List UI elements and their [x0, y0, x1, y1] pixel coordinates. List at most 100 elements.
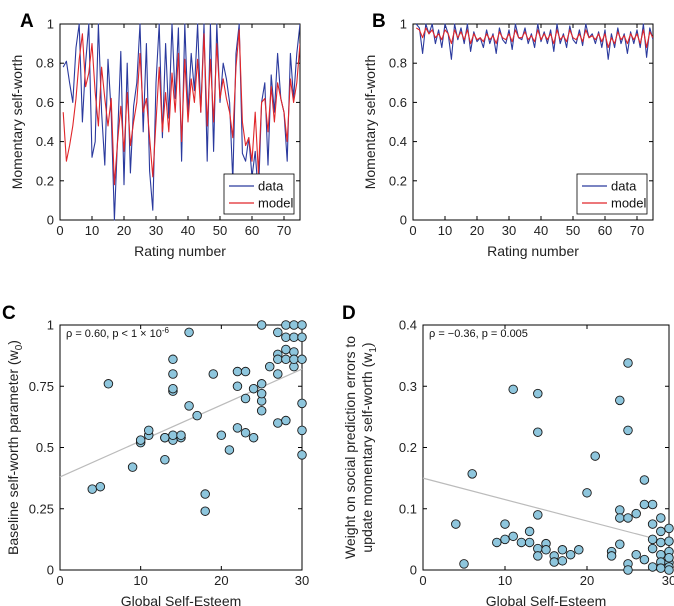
plot-frame	[59, 23, 301, 221]
x-tick-label: 50	[213, 223, 227, 238]
panel-letter: D	[342, 303, 356, 324]
scatter-point	[524, 537, 535, 548]
y-tick-label: 0.25	[29, 501, 54, 516]
scatter-point	[168, 430, 178, 441]
scatter-point	[160, 432, 170, 443]
scatter-point	[492, 537, 502, 548]
scatter-points	[451, 358, 674, 575]
scatter-point	[615, 505, 625, 515]
panel-c: C 0 10 20 30 0 0.25 0.5 0.75 1 Global Self-Esteem B…	[2, 303, 309, 606]
scatter-point	[656, 537, 666, 548]
series-line-model	[415, 27, 653, 49]
y-tick-label: 0.6	[389, 95, 407, 110]
scatter-point	[615, 395, 625, 406]
panel-d: D 0 10 20 30 0 0.1 0.2 0.3 0.4 Global Self-Esteem W…	[342, 303, 674, 606]
scatter-point	[232, 366, 243, 377]
scatter-point	[281, 344, 291, 355]
scatter-point	[297, 332, 307, 343]
scatter-point	[273, 369, 283, 379]
scatter-point	[508, 531, 518, 542]
scatter-point	[631, 549, 641, 560]
scatter-point	[647, 534, 658, 545]
scatter-point	[160, 455, 170, 465]
scatter-point	[647, 519, 658, 529]
y-tick-label: 0.8	[389, 56, 407, 71]
scatter-point	[168, 354, 178, 365]
panel-letter: A	[20, 11, 34, 32]
x-tick-label: 30	[502, 223, 516, 238]
scatter-point	[216, 430, 227, 441]
scatter-point	[281, 320, 291, 330]
scatter-point	[184, 401, 194, 411]
scatter-point	[192, 410, 202, 421]
panel-b: B 0 10 20 30 40 50 60 70 0 0.2 0.4 0.6 0.8 1 Rating num…	[362, 11, 654, 259]
scatter-point	[297, 398, 307, 409]
scatter-point	[273, 418, 283, 428]
scatter-point	[615, 539, 625, 550]
y-tick-label: 0	[47, 213, 54, 228]
legend-box	[576, 173, 648, 215]
scatter-point	[273, 354, 283, 365]
scatter-point	[240, 366, 251, 377]
scatter-point	[248, 383, 259, 394]
scatter-point	[467, 469, 477, 479]
series-line-data	[415, 23, 653, 60]
scatter-point	[623, 358, 633, 368]
scatter-point	[508, 384, 518, 395]
scatter-point	[574, 545, 584, 555]
scatter-point	[224, 445, 235, 455]
y-tick-label: 0.6	[36, 95, 54, 110]
legend-label-model: model	[611, 196, 647, 211]
legend: data model	[576, 173, 648, 215]
legend-label-data: data	[611, 179, 637, 194]
scatter-point	[103, 379, 114, 389]
y-tick-label: 0.3	[399, 379, 417, 394]
x-tick-label: 70	[277, 223, 291, 238]
panel-letter: B	[372, 11, 386, 32]
scatter-point	[127, 462, 138, 472]
scatter-point	[208, 369, 219, 379]
y-tick-label: 1	[47, 17, 54, 32]
scatter-point	[281, 354, 291, 365]
scatter-point	[541, 545, 551, 555]
scatter-point	[639, 499, 650, 510]
scatter-point	[565, 549, 576, 560]
legend-label-model: model	[258, 196, 294, 211]
y-axis-label: Momentary self-worth	[362, 55, 378, 190]
scatter-point	[281, 415, 291, 426]
y-axis-label: Momentary self-worth	[9, 55, 25, 190]
x-tick-label: 20	[470, 223, 484, 238]
scatter-point	[533, 388, 543, 399]
x-axis-label: Rating number	[487, 243, 579, 259]
scatter-point	[240, 428, 251, 438]
scatter-point	[533, 551, 543, 561]
scatter-point	[87, 484, 98, 494]
scatter-point	[289, 332, 299, 343]
scatter-point	[615, 513, 625, 523]
scatter-point	[256, 388, 267, 399]
legend-box	[223, 173, 295, 215]
scatter-point	[297, 354, 307, 365]
scatter-point	[524, 526, 535, 537]
scatter-point	[176, 430, 186, 441]
x-tick-label: 70	[630, 223, 644, 238]
scatter-point	[533, 427, 543, 437]
scatter-point	[200, 489, 210, 499]
y-tick-label: 0.75	[29, 379, 54, 394]
legend: data model	[223, 173, 295, 215]
x-tick-label: 50	[566, 223, 580, 238]
scatter-point	[273, 327, 283, 338]
scatter-point	[647, 543, 658, 554]
y-tick-label: 0	[400, 213, 407, 228]
y-tick-label: 0.4	[399, 318, 417, 333]
scatter-point	[533, 510, 543, 520]
scatter-point	[143, 425, 154, 436]
scatter-point	[240, 393, 251, 404]
scatter-point	[656, 563, 666, 573]
y-axis-label-line2: update momentary self-worth (w1)	[359, 342, 379, 552]
x-tick-label: 30	[662, 573, 674, 588]
scatter-point	[647, 562, 658, 572]
scatter-point	[557, 556, 568, 566]
x-axis-label: Global Self-Esteem	[486, 593, 607, 606]
x-tick-label: 60	[245, 223, 259, 238]
